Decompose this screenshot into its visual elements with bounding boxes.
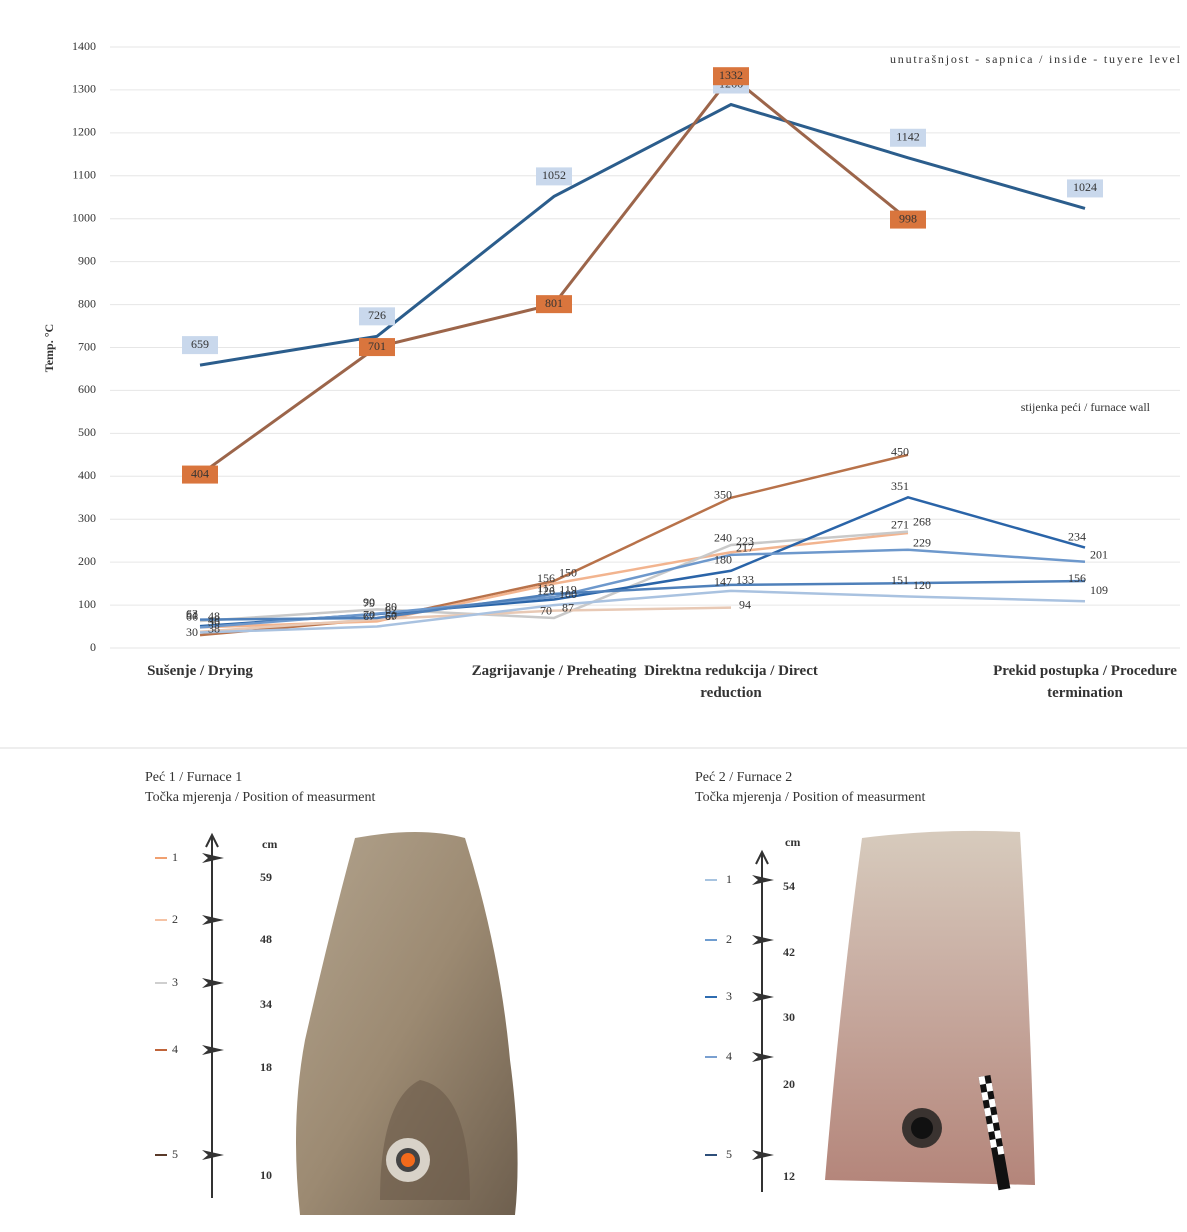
unit-label: cm: [262, 837, 277, 851]
data-label: 234: [1068, 529, 1086, 543]
data-label: 30: [186, 625, 198, 639]
data-label: 1024: [1073, 180, 1097, 194]
data-label: 404: [191, 466, 209, 480]
series-line: [200, 76, 908, 474]
height-label: 54: [783, 879, 795, 893]
y-tick-label: 1200: [72, 125, 96, 139]
position-label: 1: [726, 872, 732, 886]
position-label: 1: [172, 850, 178, 864]
data-label: 351: [891, 479, 909, 493]
data-label: 271: [891, 517, 909, 531]
position-label: 4: [172, 1042, 178, 1056]
data-label: 94: [739, 597, 751, 611]
y-tick-label: 100: [78, 597, 96, 611]
data-label: 147: [714, 575, 732, 589]
data-label: 726: [368, 308, 386, 322]
data-label: 659: [191, 337, 209, 351]
data-label: 120: [913, 578, 931, 592]
x-tick-label: Sušenje / Drying: [105, 660, 295, 682]
position-label: 3: [726, 989, 732, 1003]
y-tick-label: 200: [78, 554, 96, 568]
data-label: 70: [363, 608, 375, 622]
position-label: 4: [726, 1049, 732, 1063]
data-label: 109: [1090, 583, 1108, 597]
data-label: 1332: [719, 68, 743, 82]
position-label: 3: [172, 975, 178, 989]
position-label: 2: [172, 912, 178, 926]
x-tick-label: Prekid postupka / Procedure termination: [990, 660, 1180, 704]
data-label: 70: [540, 604, 552, 618]
data-label: 150: [559, 565, 577, 579]
panel-title: Peć 1 / Furnace 1: [145, 768, 242, 788]
y-tick-label: 300: [78, 511, 96, 525]
data-label: 217: [736, 541, 754, 555]
data-label: 801: [545, 296, 563, 310]
height-label: 42: [783, 945, 795, 959]
y-tick-label: 400: [78, 468, 96, 482]
height-label: 20: [783, 1077, 795, 1091]
panel-subtitle: Točka mjerenja / Position of measurment: [145, 788, 375, 808]
unit-label: cm: [785, 835, 800, 849]
y-tick-label: 1300: [72, 82, 96, 96]
data-label: 268: [913, 515, 931, 529]
data-label: 1142: [896, 130, 920, 144]
tuyere-hole: [911, 1117, 933, 1139]
position-label: 2: [726, 932, 732, 946]
data-label: 36: [208, 614, 220, 628]
y-tick-label: 800: [78, 296, 96, 310]
y-tick-label: 600: [78, 382, 96, 396]
height-label: 10: [260, 1168, 272, 1182]
data-label: 126: [537, 584, 555, 598]
data-label: 229: [913, 535, 931, 549]
height-label: 59: [260, 870, 272, 884]
data-label: 156: [1068, 571, 1086, 585]
data-label: 201: [1090, 547, 1108, 561]
y-tick-label: 0: [90, 640, 96, 654]
height-label: 48: [260, 932, 272, 946]
data-label: 450: [891, 445, 909, 459]
y-tick-label: 1400: [72, 39, 96, 53]
data-label: 66: [186, 609, 198, 623]
panel-subtitle: Točka mjerenja / Position of measurment: [695, 788, 925, 808]
y-tick-label: 1000: [72, 210, 96, 224]
series-line: [200, 581, 1085, 620]
height-label: 30: [783, 1010, 795, 1024]
series-line: [200, 105, 1085, 366]
data-label: 133: [736, 573, 754, 587]
position-label: 5: [172, 1147, 178, 1161]
annotation: unutrašnjost - sapnica / inside - tuyere…: [890, 52, 1181, 66]
data-label: 50: [385, 608, 397, 622]
height-label: 18: [260, 1060, 272, 1074]
data-label: 180: [714, 552, 732, 566]
y-tick-label: 1100: [72, 168, 96, 182]
y-axis-label: Temp. °C: [42, 324, 56, 372]
height-label: 34: [260, 997, 272, 1011]
height-label: 12: [783, 1169, 795, 1183]
data-label: 350: [714, 488, 732, 502]
data-label: 1052: [542, 168, 566, 182]
data-label: 100: [559, 587, 577, 601]
panel-title: Peć 2 / Furnace 2: [695, 768, 792, 788]
data-label: 240: [714, 531, 732, 545]
y-tick-label: 500: [78, 425, 96, 439]
data-label: 998: [899, 211, 917, 225]
chart: Temp. °C unutrašnjost - sapnica / inside…: [0, 0, 1187, 1232]
x-tick-label: Direktna redukcija / Direct reduction: [636, 660, 826, 704]
x-tick-label: Zagrijavanje / Preheating: [459, 660, 649, 682]
annotation: stijenka peći / furnace wall: [1021, 400, 1151, 414]
data-label: 151: [891, 573, 909, 587]
page: Temp. °C unutrašnjost - sapnica / inside…: [0, 0, 1187, 1232]
y-tick-label: 900: [78, 253, 96, 267]
data-label: 87: [562, 600, 574, 614]
tuyere-glow: [401, 1153, 415, 1167]
y-tick-label: 700: [78, 339, 96, 353]
position-label: 5: [726, 1147, 732, 1161]
data-label: 701: [368, 339, 386, 353]
